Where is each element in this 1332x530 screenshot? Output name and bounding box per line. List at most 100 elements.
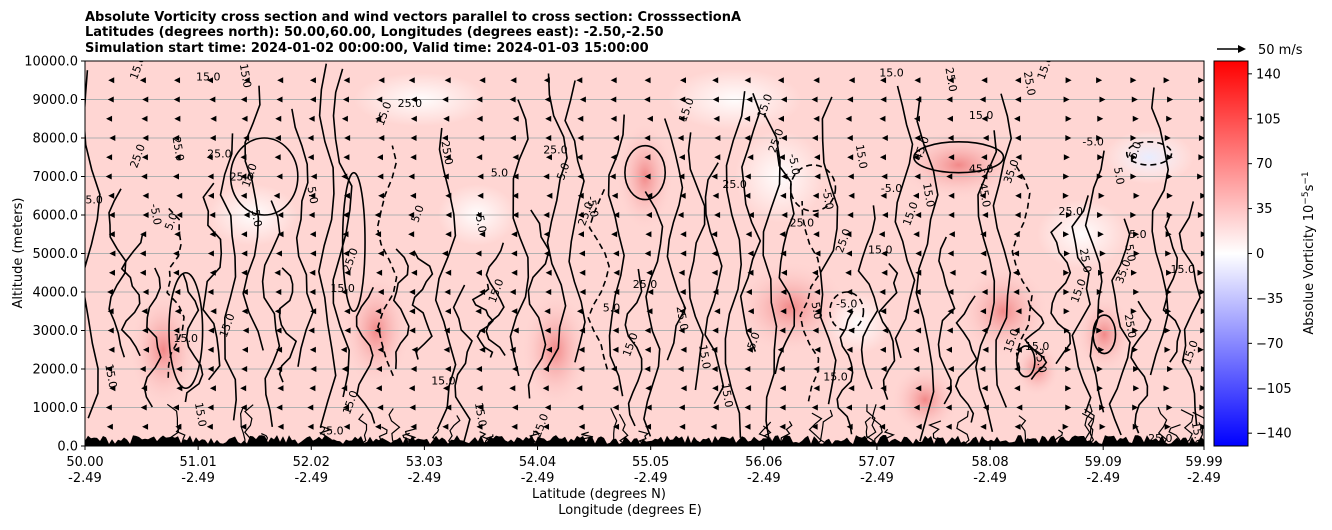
contour-loop <box>229 137 299 216</box>
wind-vector <box>846 366 853 372</box>
wind-vector <box>476 115 483 122</box>
contour-line <box>1178 201 1201 426</box>
near-ground-contour <box>244 404 254 446</box>
x-tick-label-lon: -2.49 <box>68 471 102 486</box>
wind-vector <box>509 135 516 141</box>
wind-vector <box>1197 346 1204 353</box>
wind-vector <box>745 231 752 238</box>
wind-vector <box>445 231 452 238</box>
wind-vector <box>744 135 751 141</box>
wind-vector <box>1199 404 1204 411</box>
contour-loop <box>624 144 667 201</box>
contour-line <box>992 93 1013 408</box>
wind-vector <box>512 404 519 411</box>
wind-vector <box>310 308 317 315</box>
wind-vector <box>611 192 618 199</box>
wind-vector <box>1200 231 1204 238</box>
wind-vector <box>142 212 149 218</box>
wind-vector <box>1013 327 1020 334</box>
wind-vector <box>243 135 250 141</box>
wind-vector <box>544 404 551 411</box>
wind-vector <box>1016 173 1023 180</box>
contour-line <box>975 130 998 432</box>
contour-line <box>120 233 144 357</box>
wind-vector <box>576 385 583 392</box>
wind-vector <box>982 135 989 141</box>
contour-label: -5.0 <box>786 153 803 176</box>
wind-vector <box>813 115 820 122</box>
wind-vector <box>745 385 752 392</box>
wind-vector <box>1097 115 1104 122</box>
wind-vector <box>509 346 516 353</box>
contour-label: 15.0 <box>868 244 893 257</box>
contour-line <box>836 310 854 435</box>
near-ground-contour <box>431 428 440 446</box>
wind-vector <box>343 250 350 257</box>
wind-vector <box>377 250 384 257</box>
wind-vector <box>76 193 82 199</box>
wind-vector <box>241 250 248 257</box>
contour-line <box>687 132 706 391</box>
wind-vector <box>545 289 552 295</box>
contour-label: -5.0 <box>147 203 164 226</box>
wind-vector <box>846 135 853 141</box>
wind-vector <box>814 173 821 180</box>
wind-vector <box>72 347 78 353</box>
wind-vector <box>981 289 988 295</box>
wind-vector <box>141 308 148 315</box>
contour-label: 25.0 <box>207 147 232 160</box>
contour-label: 15.0 <box>330 282 355 295</box>
colorbar-tick-label: 105 <box>1256 112 1281 127</box>
x-axis: 50.00-2.4951.01-2.4952.02-2.4953.03-2.49… <box>66 446 1223 486</box>
wind-vector <box>142 135 149 141</box>
wind-vector <box>408 231 415 238</box>
wind-vector <box>811 423 818 430</box>
near-ground-contour <box>357 413 368 446</box>
wind-vector <box>410 192 417 199</box>
wind-vector <box>879 289 886 295</box>
near-ground-contour <box>863 416 876 446</box>
contour-line <box>1071 195 1092 414</box>
wind-vector <box>140 404 147 411</box>
wind-vector <box>509 96 516 103</box>
wind-vector <box>374 212 381 218</box>
vorticity-fill-region <box>897 130 1021 200</box>
contour-label: 15.0 <box>823 371 848 384</box>
wind-vector <box>1164 423 1171 430</box>
near-ground-contour <box>618 413 629 446</box>
wind-vector <box>881 173 888 180</box>
wind-vector <box>744 423 751 430</box>
wind-vector <box>882 327 889 334</box>
wind-vector <box>1096 327 1103 334</box>
wind-vector <box>882 212 889 218</box>
wind-vector <box>948 231 955 238</box>
terrain-profile <box>85 435 1204 446</box>
wind-vector <box>277 77 284 84</box>
wind-vector <box>1167 366 1174 372</box>
x-tick-label-lat: 50.00 <box>66 455 103 470</box>
contour-lines <box>85 63 1201 445</box>
contour-line <box>877 262 899 400</box>
contour-label: 5.0 <box>1122 243 1138 262</box>
wind-vector <box>779 327 786 334</box>
wind-vector <box>780 308 787 315</box>
chart-title-line-1: Absolute Vorticity cross section and win… <box>85 10 741 25</box>
wind-vector <box>174 154 181 161</box>
contour-label: 15.0 <box>78 193 103 206</box>
wind-vector <box>107 308 114 315</box>
x-axis-label-2: Longitude (degrees E) <box>558 503 702 518</box>
wind-vector <box>745 289 752 295</box>
wind-vector <box>611 366 618 372</box>
wind-vector <box>511 269 518 276</box>
wind-vector <box>344 308 351 315</box>
wind-vector <box>1014 115 1021 122</box>
wind-vector <box>1063 269 1070 276</box>
wind-vector <box>880 96 887 103</box>
wind-vector <box>276 366 283 372</box>
wind-vector <box>174 308 181 315</box>
y-tick-label: 4000.0 <box>33 286 79 301</box>
wind-vector <box>309 269 316 276</box>
wind-vector <box>1130 173 1137 180</box>
wind-vector <box>74 385 80 391</box>
wind-vector <box>445 404 452 411</box>
